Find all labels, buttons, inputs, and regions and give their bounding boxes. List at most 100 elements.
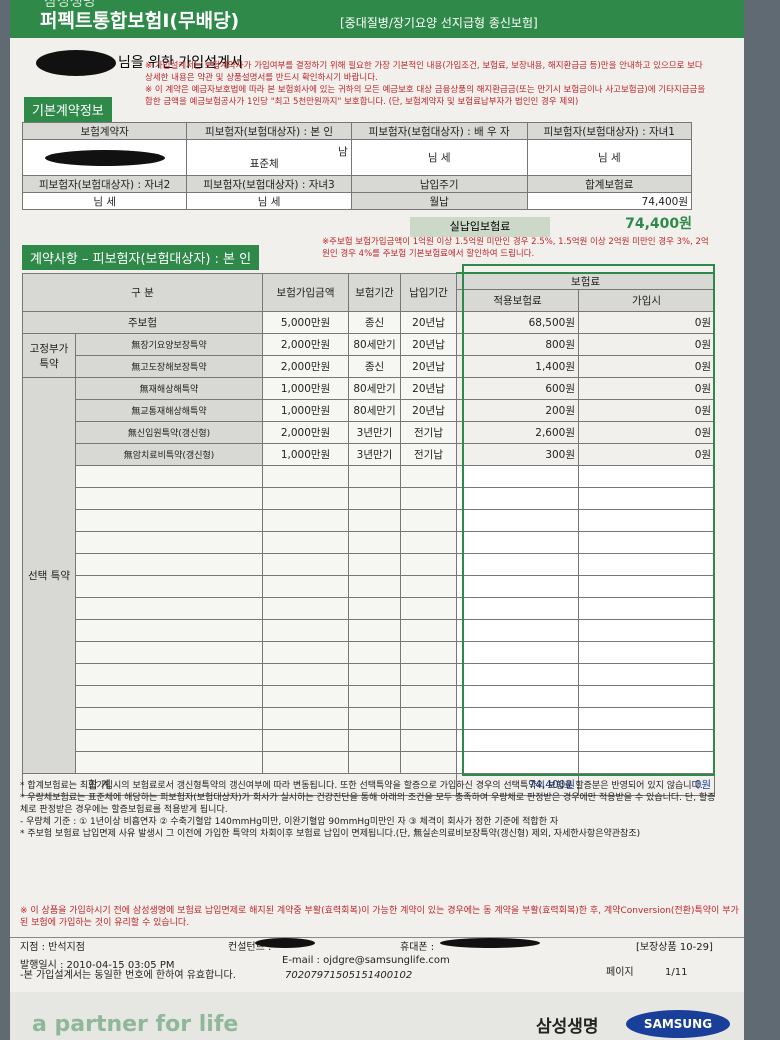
cell: 20년납 [400,311,458,334]
cell [400,707,458,730]
th: 피보험자(보험대상자) : 배 우 자 [350,122,528,140]
cell: 2,000만원 [262,355,350,378]
cell: 68,500원 [456,311,580,334]
consultant: 컨설턴트 : [228,942,272,953]
cell [456,619,580,642]
company: 삼성생명 [536,1017,599,1037]
cell [348,597,402,620]
redaction [255,938,315,948]
cell: 20년납 [400,333,458,356]
row [23,663,716,686]
th: 합계보험료 [526,175,693,193]
cell [348,509,402,532]
cell [578,751,716,774]
basic-table: 보험계약자 피보험자(보험대상자) : 본 인 피보험자(보험대상자) : 배 우 … [21,122,693,210]
row [23,531,716,554]
th: 보험계약자 [21,122,188,140]
cell [74,531,264,554]
cell [74,707,264,730]
cell [74,663,264,686]
cell [74,619,264,642]
cell [74,751,264,774]
cell: 1,000만원 [262,443,350,466]
cell: 5,000만원 [262,311,350,334]
cell [456,465,580,488]
cell [456,641,580,664]
cell: 80세만기 [348,333,402,356]
cell [456,531,580,554]
email: E-mail : ojdgre@samsunglife.com [282,955,450,966]
th: 보험기간 [348,272,402,312]
row [23,465,716,488]
cell: 無암치료비특약(갱신형) [74,443,264,466]
cell [348,619,402,642]
company-top: 삼성생명 [44,0,96,10]
cell [262,575,350,598]
footnote: * 우량체보험료는 표준체에 해당하는 피보험자(보험대상자)가 회사가 실시하… [20,793,716,815]
notice: ※ 이 계약은 예금자보호법에 따라 본 보험회사에 있는 귀하의 모든 예금보… [145,85,706,107]
cell [348,729,402,752]
cell [74,575,264,598]
cell: 1,000만원 [262,377,350,400]
cell [578,641,716,664]
cell [400,619,458,642]
row: 無교통재해상해특약 1,000만원 80세만기 20년납 200원 0원 [23,399,716,422]
cell: 無교통재해상해특약 [74,399,264,422]
cell [348,465,402,488]
cell [74,465,264,488]
slogan: a partner for life [32,1012,239,1037]
cell [400,465,458,488]
cell: 20년납 [400,355,458,378]
cell [348,751,402,774]
cell: 선택 특약 [22,377,76,774]
cell [400,641,458,664]
actual-value: 74,400원 [625,216,692,232]
cell: 2,000만원 [262,333,350,356]
cell [400,663,458,686]
row [23,509,716,532]
redaction [36,50,116,76]
cell [578,575,716,598]
row: 無신입원특약(갱신형) 2,000만원 3년만기 전기납 2,600원 0원 [23,421,716,444]
th: 피보험자(보험대상자) : 자녀3 [186,175,352,193]
th: 피보험자(보험대상자) : 자녀2 [21,175,188,193]
cell [578,553,716,576]
cell [456,663,580,686]
product-code: [보장상품 10-29] [636,942,713,953]
row [23,597,716,620]
cell [262,553,350,576]
cell [400,487,458,510]
cell: 20년납 [400,399,458,422]
cell [262,509,350,532]
plan-title: 님을 위한 가입설계서 [118,55,243,71]
cell [74,729,264,752]
subtitle: [중대질병/장기요양 선지급형 종신보험] [340,14,538,31]
cell: 300원 [456,443,580,466]
cell [262,531,350,554]
cell [262,641,350,664]
th: 피보험자(보험대상자) : 자녀1 [526,122,693,140]
cell [348,685,402,708]
row: 주보험 5,000만원 종신 20년납 68,500원 0원 [21,311,716,334]
cell: 님 세 [21,192,188,210]
brand-band [10,992,744,1040]
cell [456,751,580,774]
cell [262,663,350,686]
cell: 2,000만원 [262,421,350,444]
cell: 80세만기 [348,377,402,400]
cell: 無고도장해보장특약 [74,355,264,378]
page-number: 1/11 [665,967,688,978]
cell [74,641,264,664]
validity: -본 가입설계서는 동일한 번호에 한하여 유효합니다. [20,970,236,981]
cell [262,487,350,510]
cell: 합 계 [21,773,458,796]
cell [262,619,350,642]
footnotes: * 합계보험료는 최초가입시의 보험료로서 갱신형특약의 갱신여부에 따라 변동… [20,780,720,840]
cell [400,553,458,576]
cell [74,553,264,576]
cell [578,509,716,532]
branch: 지점 : 반석지점 [20,942,85,953]
cell: 남 표준체 [186,139,352,176]
cell [400,531,458,554]
